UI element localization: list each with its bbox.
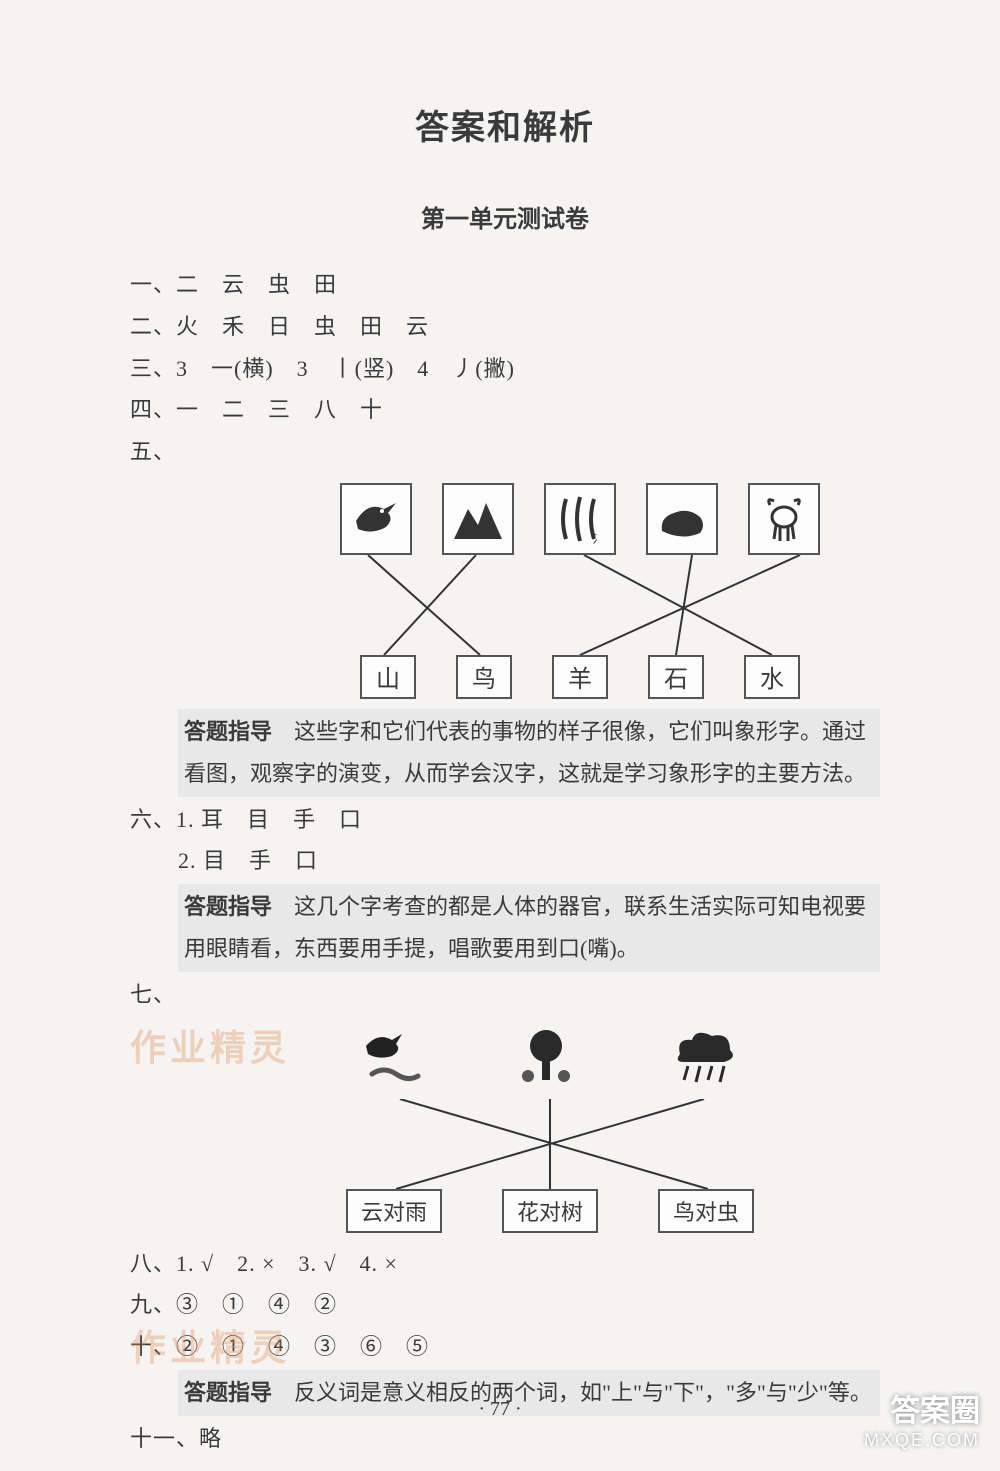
hint-q6: 答题指导 这几个字考查的都是人体的器官，联系生活实际可知电视要用眼睛看，东西要用… [178,884,880,972]
icon-bird [340,483,412,555]
pair-niao-chong: 鸟对虫 [658,1189,754,1233]
answer-q7-label: 七、 [130,974,880,1016]
hint-q6-label: 答题指导 [184,894,272,919]
answer-q2: 二、火 禾 日 虫 田 云 [130,306,880,348]
icon-cloud-rain [668,1026,740,1099]
icon-tree-flower [514,1026,578,1099]
pair-yun-yu: 云对雨 [346,1189,442,1233]
icon-goat [748,483,820,555]
icon-river: 氵 [544,483,616,555]
char-yang: 羊 [552,655,608,699]
watermark-1: 作业精灵 [130,1019,290,1071]
icon-mountain [442,483,514,555]
hint-q5-label: 答题指导 [184,719,272,744]
answer-q6-2: 2. 目 手 口 [130,840,880,882]
answer-q3: 三、3 一(横) 3 丨(竖) 4 丿(撇) [130,348,880,390]
char-shi: 石 [648,655,704,699]
diagram-q7-top-row [310,1026,790,1099]
hint-q5-text: 这些字和它们代表的事物的样子很像，它们叫象形字。通过看图，观察字的演变，从而学会… [184,719,866,786]
diagram-q5-lines [310,555,850,655]
answer-q4: 四、一 二 三 八 十 [130,389,880,431]
pair-hua-shu: 花对树 [502,1189,598,1233]
answer-q1: 一、二 云 虫 田 [130,264,880,306]
icon-bird-worm [360,1026,424,1099]
answer-q11: 十一、略 [130,1418,880,1460]
diagram-q7-lines [310,1099,790,1189]
page-title: 答案和解析 [130,100,880,149]
hint-q5: 答题指导 这些字和它们代表的事物的样子很像，它们叫象形字。通过看图，观察字的演变… [178,709,880,797]
diagram-q5-top-row: 氵 [310,483,850,555]
diagram-q5: 氵 山 鸟 羊 石 水 [310,483,850,699]
answer-q6-1: 六、1. 耳 目 手 口 [130,799,880,841]
hint-q6-text: 这几个字考查的都是人体的器官，联系生活实际可知电视要用眼睛看，东西要用手提，唱歌… [184,894,866,961]
diagram-q7-bottom-row: 云对雨 花对树 鸟对虫 [310,1189,790,1233]
char-niao: 鸟 [456,655,512,699]
watermark-2: 作业精灵 [130,1319,290,1371]
answer-q8: 八、1. √ 2. × 3. √ 4. × [130,1243,880,1285]
brand-badge: 答案圈 MXQE.COM [864,1386,980,1451]
brand-en: MXQE.COM [864,1430,980,1451]
answer-q5-label: 五、 [130,431,880,473]
unit-subtitle: 第一单元测试卷 [130,199,880,234]
char-shui: 水 [744,655,800,699]
brand-cn: 答案圈 [864,1386,980,1430]
diagram-q7: 云对雨 花对树 鸟对虫 [310,1026,790,1233]
svg-text:氵: 氵 [592,532,604,546]
diagram-q5-bottom-row: 山 鸟 羊 石 水 [310,655,850,699]
char-shan: 山 [360,655,416,699]
page-number: · 77 · [0,1398,1000,1421]
icon-stone [646,483,718,555]
